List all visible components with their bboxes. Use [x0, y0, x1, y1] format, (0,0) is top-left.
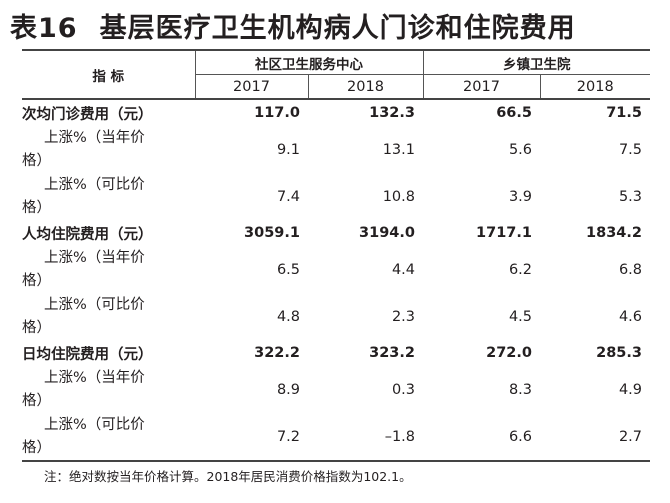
cell-value: 4.6	[618, 308, 642, 325]
cell-value: 3194.0	[359, 225, 415, 241]
row-label: 人均住院费用（元）	[22, 226, 153, 243]
table-title-text: 基层医疗卫生机构病人门诊和住院费用	[99, 13, 576, 44]
cell-value: 9.1	[276, 141, 300, 158]
cell-value: 5.6	[508, 141, 532, 158]
table-row: 上涨%（当年价格） 6.5 4.4 6.2 6.8	[22, 246, 650, 293]
cell-value: 71.5	[606, 105, 642, 121]
table-row: 上涨%（可比价格） 7.4 10.8 3.9 5.3	[22, 173, 650, 220]
cell-value: 3059.1	[244, 225, 300, 241]
cell-value: 7.2	[276, 428, 300, 445]
row-label: 上涨%（当年价格）	[22, 126, 195, 173]
table-number: 表16	[10, 13, 78, 44]
row-label-line1: 上涨%（当年价	[44, 249, 145, 266]
cell-value: 0.3	[391, 381, 415, 398]
cell-value: 4.4	[391, 261, 415, 278]
table-row: 次均门诊费用（元） 117.0 132.3 66.5 71.5	[22, 99, 650, 126]
row-label: 上涨%（可比价格）	[22, 413, 195, 461]
row-label-line1: 上涨%（可比价	[44, 296, 145, 313]
row-label-line2: 格）	[22, 272, 51, 289]
table-row: 上涨%（当年价格） 9.1 13.1 5.6 7.5	[22, 126, 650, 173]
cell-value: 2.3	[391, 308, 415, 325]
row-label: 日均住院费用（元）	[22, 346, 153, 363]
header-group-township: 乡镇卫生院	[422, 50, 650, 75]
row-label-line2: 格）	[22, 439, 51, 456]
cell-value: 66.5	[496, 105, 532, 121]
row-label-line1: 上涨%（当年价	[44, 129, 145, 146]
table-row: 上涨%（可比价格） 7.2 –1.8 6.6 2.7	[22, 413, 650, 461]
row-label: 上涨%（当年价格）	[22, 366, 195, 413]
row-label-line2: 格）	[22, 152, 51, 169]
row-label-line1: 上涨%（可比价	[44, 416, 145, 433]
row-label-line2: 格）	[22, 392, 51, 409]
header-indicator: 指 标	[92, 68, 125, 85]
cell-value: 323.2	[369, 345, 415, 361]
cell-value: 117.0	[254, 105, 300, 121]
cell-value: 285.3	[596, 345, 642, 361]
cell-value: 10.8	[382, 188, 415, 205]
cell-value: 13.1	[382, 141, 415, 158]
cell-value: 3.9	[508, 188, 532, 205]
cell-value: 2.7	[618, 428, 642, 445]
row-label-line1: 上涨%（可比价	[44, 176, 145, 193]
cell-value: 7.4	[276, 188, 300, 205]
header-year: 2018	[307, 74, 423, 99]
table-note: 注：绝对数按当年价格计算。2018年居民消费价格指数为102.1。	[44, 469, 412, 484]
header-group-community: 社区卫生服务中心	[194, 50, 423, 75]
table-row: 人均住院费用（元） 3059.1 3194.0 1717.1 1834.2	[22, 220, 650, 246]
cell-value: 4.5	[508, 308, 532, 325]
row-label: 次均门诊费用（元）	[22, 106, 153, 123]
row-label: 上涨%（可比价格）	[22, 293, 195, 340]
cell-value: 7.5	[618, 141, 642, 158]
cell-value: 6.2	[508, 261, 532, 278]
row-label: 上涨%（当年价格）	[22, 246, 195, 293]
row-label-line2: 格）	[22, 319, 51, 336]
cell-value: 6.8	[618, 261, 642, 278]
cell-value: 8.3	[508, 381, 532, 398]
row-label-line2: 格）	[22, 199, 51, 216]
row-label: 上涨%（可比价格）	[22, 173, 195, 220]
row-label-line1: 上涨%（当年价	[44, 369, 145, 386]
cell-value: 272.0	[486, 345, 532, 361]
table-row: 上涨%（当年价格） 8.9 0.3 8.3 4.9	[22, 366, 650, 413]
cell-value: 8.9	[276, 381, 300, 398]
cost-table: 指 标 社区卫生服务中心 乡镇卫生院 2017 2018 2017 2018 次…	[22, 49, 650, 462]
cell-value: 5.3	[618, 188, 642, 205]
table-title: 表16 基层医疗卫生机构病人门诊和住院费用	[10, 6, 576, 45]
header-year: 2018	[539, 74, 650, 99]
cell-value: 322.2	[254, 345, 300, 361]
cell-value: –1.8	[384, 428, 415, 445]
cell-value: 6.6	[508, 428, 532, 445]
header-year: 2017	[194, 74, 308, 99]
cell-value: 6.5	[276, 261, 300, 278]
table-row: 日均住院费用（元） 322.2 323.2 272.0 285.3	[22, 340, 650, 366]
header-year: 2017	[422, 74, 540, 99]
cell-value: 1717.1	[476, 225, 532, 241]
table-row: 上涨%（可比价格） 4.8 2.3 4.5 4.6	[22, 293, 650, 340]
cell-value: 4.8	[276, 308, 300, 325]
cell-value: 1834.2	[586, 225, 642, 241]
cell-value: 4.9	[618, 381, 642, 398]
cell-value: 132.3	[369, 105, 415, 121]
